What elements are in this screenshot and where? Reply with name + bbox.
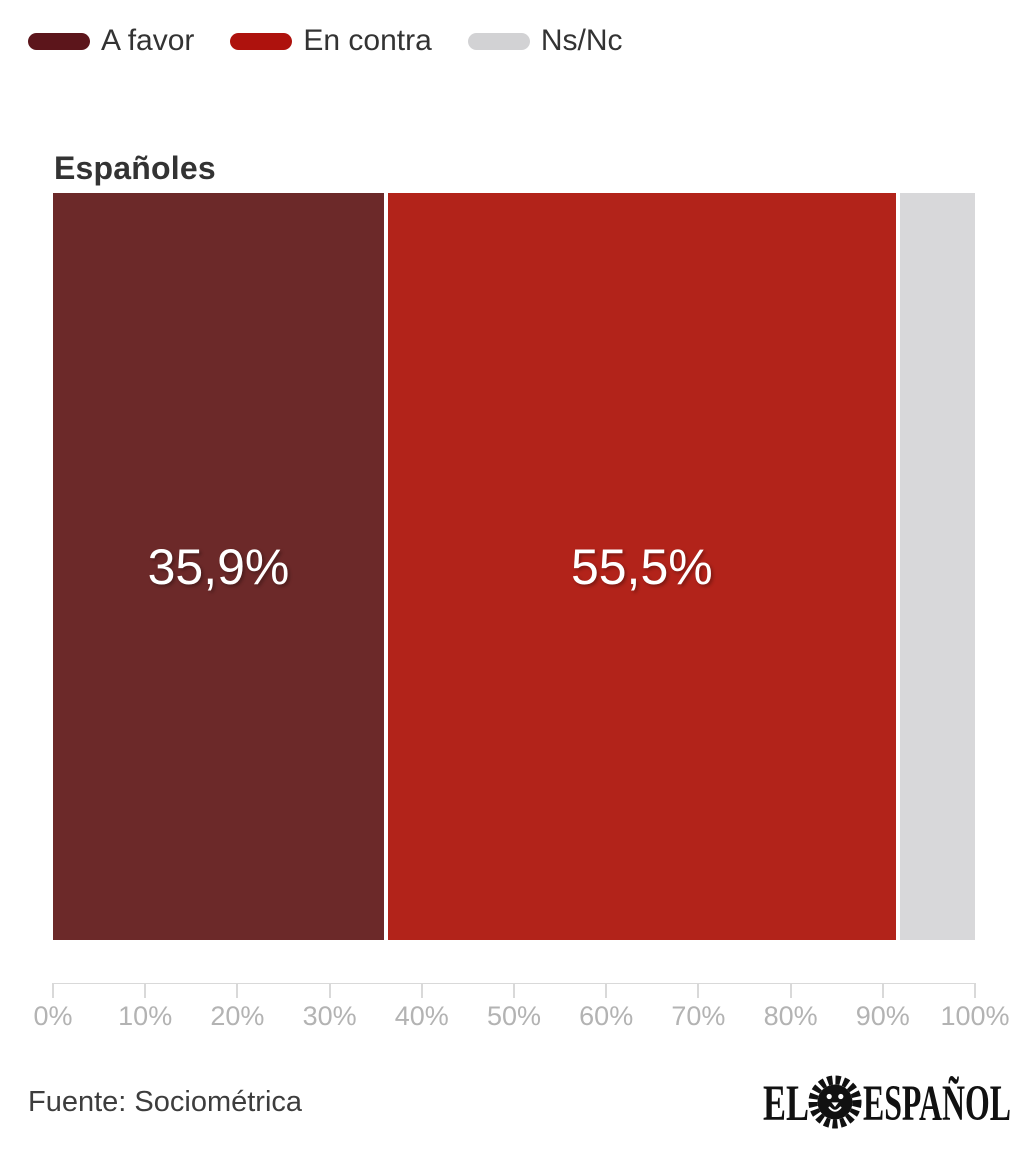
legend-item: A favor <box>28 26 194 56</box>
axis-tick-label: 60% <box>579 1001 634 1031</box>
axis-tick-label: 20% <box>210 1001 265 1031</box>
legend: A favor En contra Ns/Nc <box>28 26 658 56</box>
axis-tick-label: 10% <box>118 1001 173 1031</box>
axis-tick <box>605 983 608 998</box>
legend-label: Ns/Nc <box>540 24 623 57</box>
legend-swatch-icon <box>28 32 90 50</box>
axis-tick-label: 100% <box>940 1001 1010 1031</box>
stacked-bar: 35,9% 55,5% <box>53 193 975 940</box>
axis-tick-label: 30% <box>302 1001 357 1031</box>
axis-tick <box>881 983 884 998</box>
brand-logo: EL ESPAÑOL <box>763 1075 1011 1130</box>
legend-swatch-icon <box>230 32 293 50</box>
bar-value-label: 55,5% <box>570 538 713 595</box>
axis-tick <box>974 983 976 998</box>
chart-title: Españoles <box>54 150 216 186</box>
logo-text-el: EL <box>763 1076 809 1130</box>
axis-tick <box>52 983 54 998</box>
axis-tick <box>144 983 147 998</box>
source-text: Fuente: Sociométrica <box>28 1086 303 1118</box>
lion-icon <box>808 1075 862 1129</box>
bar-segment <box>895 193 975 940</box>
axis-tick <box>236 983 239 998</box>
axis-tick <box>513 983 515 998</box>
axis-tick <box>420 983 423 998</box>
legend-label: A favor <box>101 24 195 57</box>
axis-tick <box>328 983 331 998</box>
axis-tick-label: 50% <box>486 1001 542 1031</box>
bar-segment: 55,5% <box>383 193 896 940</box>
axis-tick <box>697 983 700 998</box>
bar-segment: 35,9% <box>53 193 384 940</box>
axis-tick-label: 40% <box>394 1001 449 1031</box>
axis-tick-label: 0% <box>33 1001 73 1031</box>
legend-label: En contra <box>303 24 432 57</box>
axis-tick-label: 90% <box>855 1001 910 1031</box>
logo-text-espanol: ESPAÑOL <box>863 1076 1011 1130</box>
axis-tick-label: 70% <box>671 1001 726 1031</box>
legend-item: Ns/Nc <box>467 24 623 57</box>
axis-tick <box>789 983 792 998</box>
axis-tick-label: 80% <box>763 1001 818 1031</box>
legend-swatch-icon <box>467 32 530 50</box>
bar-value-label: 35,9% <box>147 538 290 595</box>
legend-item: En contra <box>230 24 432 57</box>
